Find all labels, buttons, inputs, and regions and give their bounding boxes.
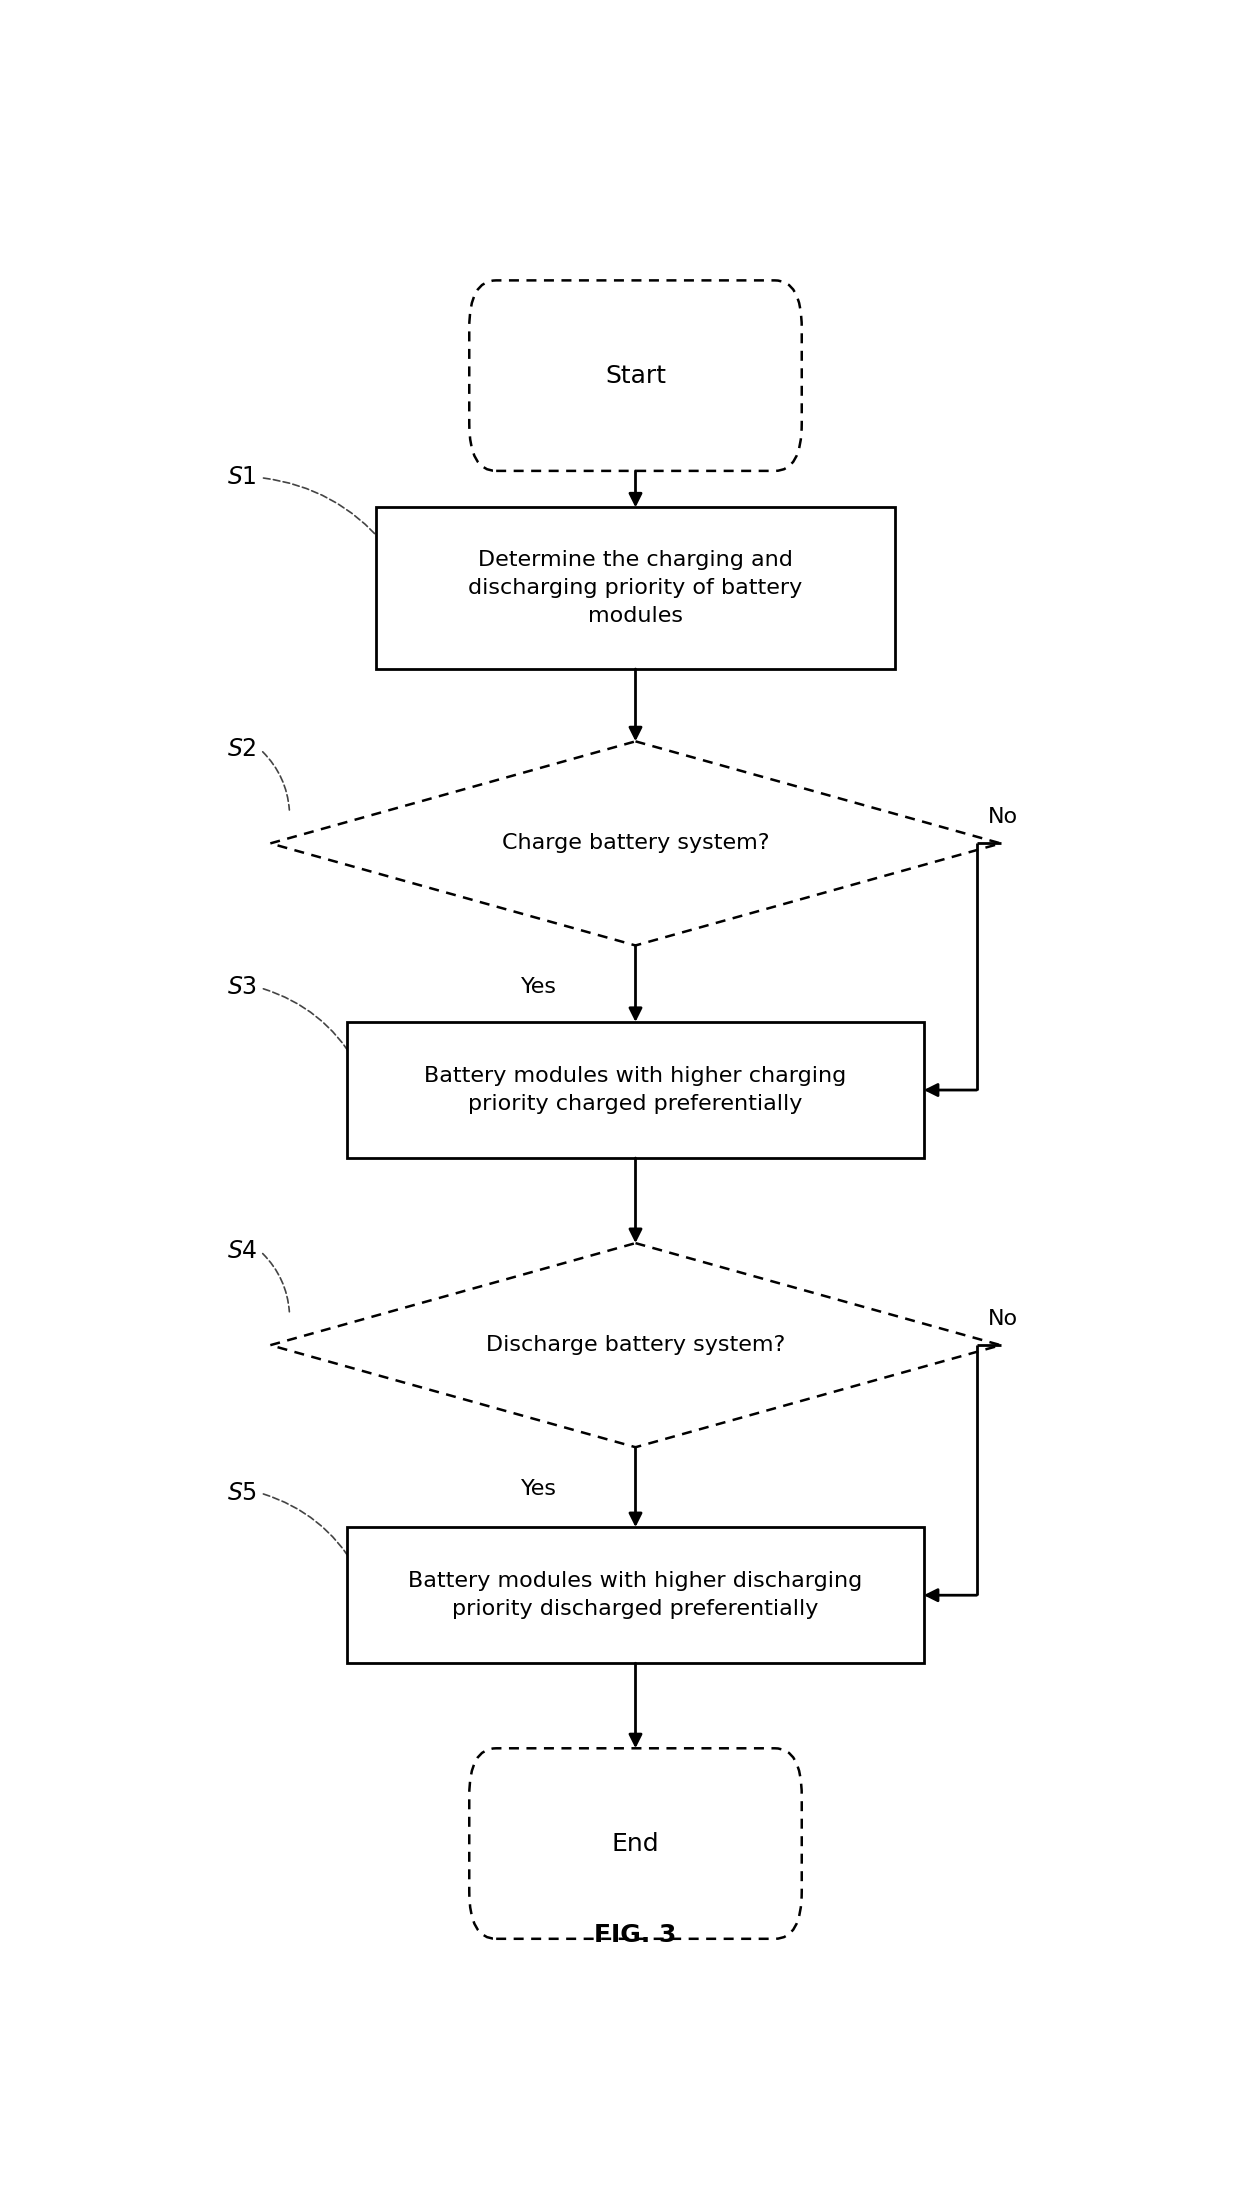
Text: Determine the charging and
discharging priority of battery
modules: Determine the charging and discharging p… [469,550,802,627]
Text: Charge battery system?: Charge battery system? [502,833,769,853]
Text: Yes: Yes [521,1478,558,1500]
FancyBboxPatch shape [376,508,895,669]
Text: $S5$: $S5$ [227,1482,257,1504]
Text: $S4$: $S4$ [227,1239,258,1264]
Text: End: End [611,1831,660,1856]
Text: No: No [988,1308,1018,1330]
Text: $S2$: $S2$ [227,738,257,762]
Text: $S1$: $S1$ [227,466,257,488]
Text: Discharge battery system?: Discharge battery system? [486,1334,785,1354]
FancyBboxPatch shape [469,281,802,471]
Polygon shape [270,1244,1001,1447]
FancyBboxPatch shape [347,1023,924,1158]
Text: Battery modules with higher discharging
priority discharged preferentially: Battery modules with higher discharging … [408,1571,863,1619]
Text: Battery modules with higher charging
priority charged preferentially: Battery modules with higher charging pri… [424,1067,847,1113]
Text: No: No [988,806,1018,826]
Polygon shape [270,742,1001,945]
FancyBboxPatch shape [347,1526,924,1663]
Text: Yes: Yes [521,976,558,996]
FancyBboxPatch shape [469,1747,802,1940]
Text: $S3$: $S3$ [227,976,257,998]
Text: Start: Start [605,364,666,387]
Text: FIG. 3: FIG. 3 [594,1924,677,1948]
